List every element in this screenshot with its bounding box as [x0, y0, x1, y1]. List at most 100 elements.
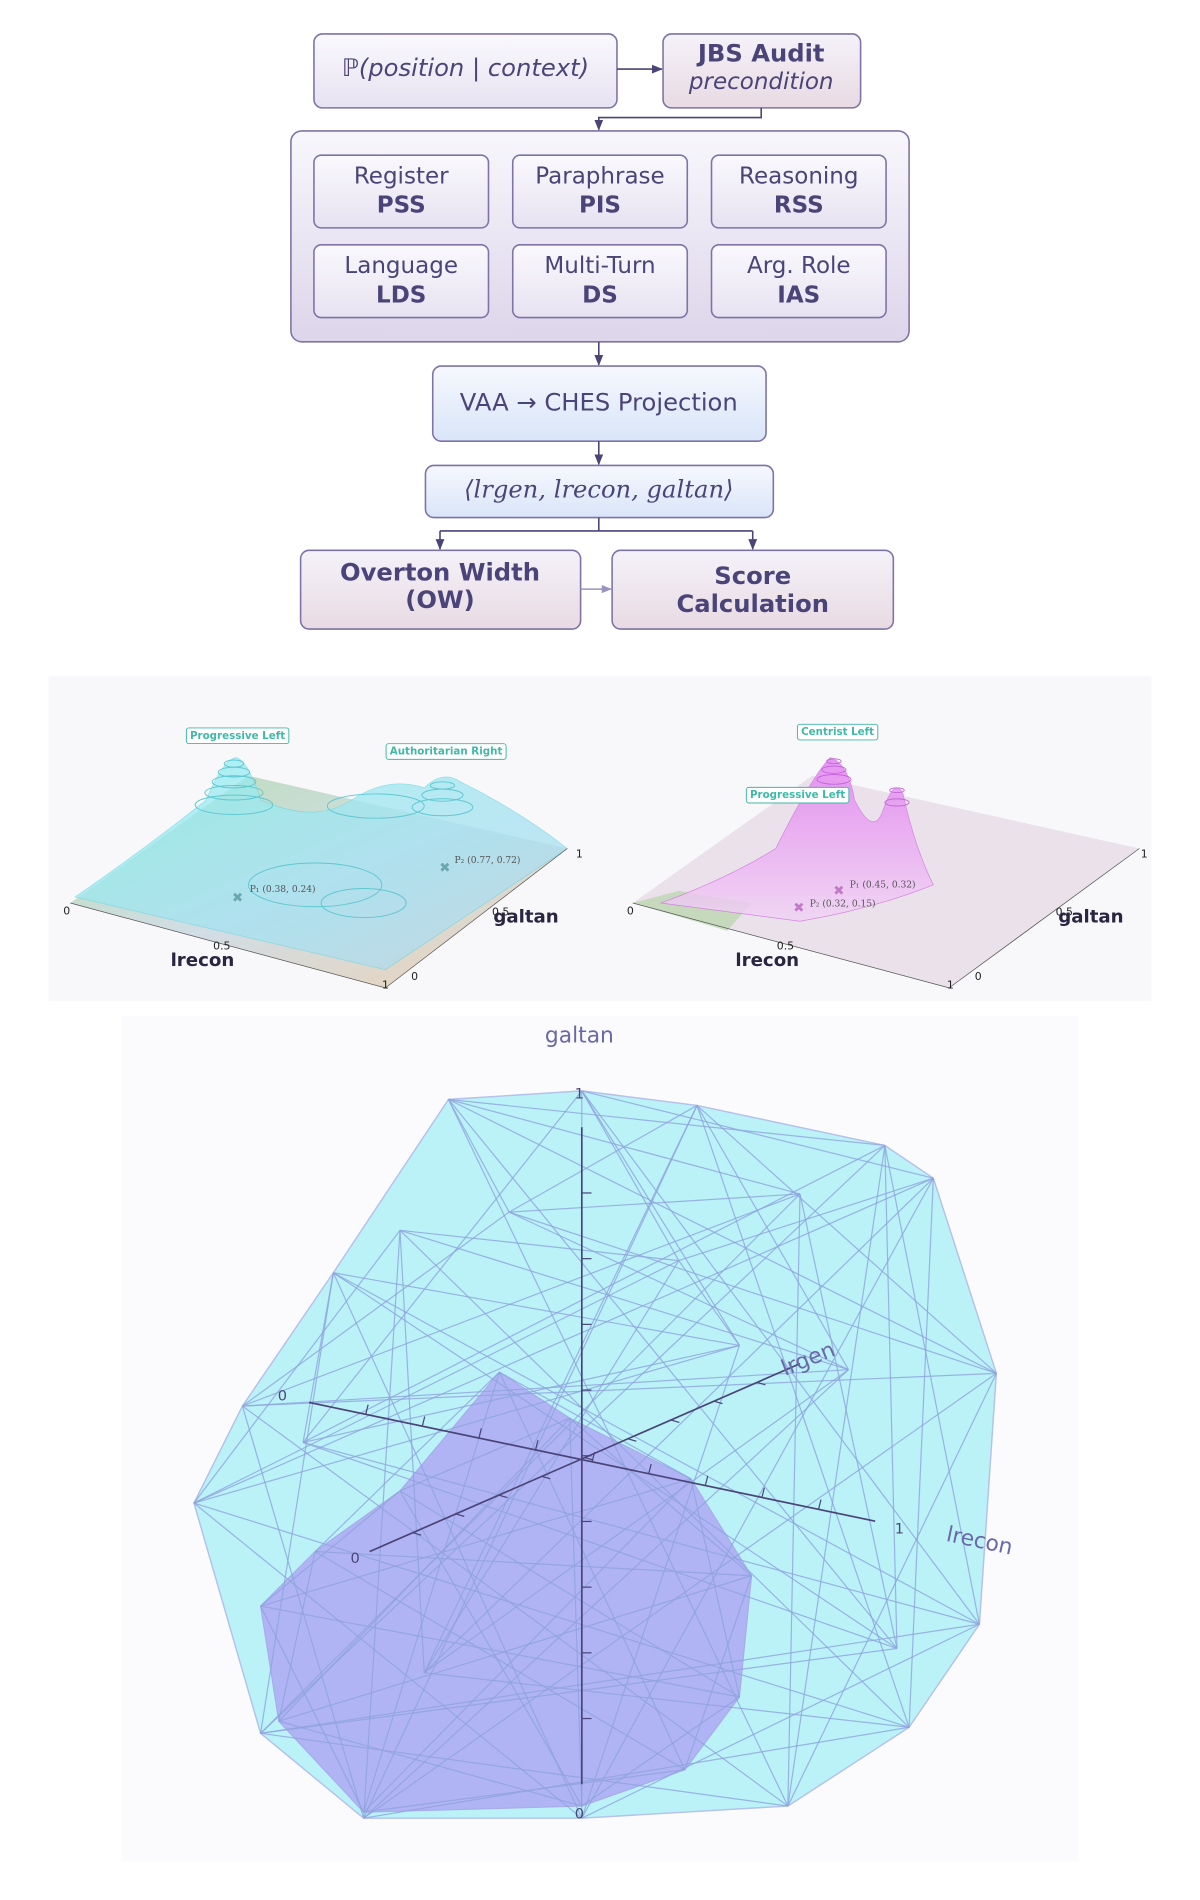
probe-label: Arg. Role — [747, 253, 851, 279]
audit-title: JBS Audit — [696, 39, 825, 68]
probe-code: LDS — [376, 282, 426, 308]
hull-edge — [315, 1550, 752, 1577]
tick-label: 0 — [278, 1388, 287, 1404]
hull-edge — [787, 1145, 886, 1807]
axis-tick — [412, 1532, 422, 1536]
hull-edge — [787, 1373, 997, 1807]
hull-edge — [399, 1230, 425, 1673]
x-axis-label: lrecon — [171, 950, 235, 971]
probe-code: RSS — [774, 193, 824, 219]
overton-text: (OW) — [405, 585, 474, 614]
hull-edge — [363, 1769, 685, 1813]
point-marker: ✖ — [439, 861, 450, 876]
x-tick-label: 0 — [63, 905, 70, 918]
hull-edge — [399, 1490, 740, 1698]
hull-edge — [399, 1229, 910, 1728]
axis-tick — [584, 1456, 594, 1461]
hull-edge — [508, 1211, 997, 1374]
hull-edge — [678, 1177, 934, 1262]
probe-code: PSS — [377, 193, 426, 219]
hull-edge — [260, 1490, 401, 1607]
hull-edge — [508, 1104, 698, 1213]
point-label: P₂ (0.77, 0.72) — [455, 855, 521, 866]
hull-edge — [332, 1272, 583, 1819]
hull-edge — [508, 1211, 849, 1371]
point-label: P₂ (0.32, 0.15) — [810, 899, 876, 910]
peak-label-box — [385, 743, 507, 760]
hull-edge — [332, 1272, 898, 1649]
hull-edge — [423, 1260, 680, 1674]
hull-edge — [581, 1090, 740, 1346]
peak-label-box — [745, 786, 850, 804]
hull-edge — [447, 1099, 789, 1807]
connector — [440, 517, 753, 532]
tick-label: 0 — [351, 1551, 360, 1567]
x-axis-label: lrecon — [735, 950, 799, 971]
axis-tick — [478, 1428, 482, 1439]
hull-edge — [314, 1371, 500, 1552]
hull-edge — [581, 1090, 980, 1625]
hull-edge — [498, 1371, 686, 1770]
hull-edge — [581, 1623, 980, 1819]
point-label: P₁ (0.45, 0.32) — [850, 879, 916, 890]
overton-text: Overton Width — [340, 557, 540, 586]
hull-edge — [193, 1344, 740, 1504]
probe-label: Reasoning — [739, 163, 858, 189]
hull-edge — [399, 1417, 570, 1492]
axis-tick — [534, 1440, 539, 1451]
hull-edge — [787, 1193, 801, 1807]
projection-text: VAA → CHES Projection — [460, 388, 738, 417]
hull-edge — [690, 1478, 740, 1698]
hull-edge — [884, 1145, 898, 1649]
x-tick-label: 0 — [627, 905, 634, 918]
hull-edge — [193, 1177, 934, 1504]
score-box — [611, 549, 895, 630]
hull-edge — [302, 1441, 898, 1650]
axis-tick — [670, 1419, 680, 1424]
hull-edge — [509, 1193, 801, 1213]
peak-label: Authoritarian Right — [390, 746, 503, 758]
hull-edge — [696, 1105, 997, 1374]
tick-label: 1 — [575, 1087, 584, 1103]
point-marker: ✖ — [833, 884, 844, 899]
hull-edge — [242, 1372, 997, 1407]
input-text: ℙ(position | context) — [342, 53, 589, 82]
hull-edge — [363, 1372, 997, 1819]
y-tick-label: 0 — [411, 970, 418, 983]
probe-code: IAS — [777, 282, 820, 308]
hull-edge — [569, 1417, 752, 1577]
hull-edge — [363, 1726, 910, 1819]
hull-edge — [302, 1272, 334, 1443]
hull-edge — [302, 1344, 740, 1444]
point-marker: ✖ — [232, 891, 243, 906]
probe-label: Multi-Turn — [544, 253, 655, 279]
audit-subtitle: precondition — [688, 69, 834, 95]
hull-edge — [399, 1229, 679, 1262]
hull-edge — [678, 1260, 740, 1346]
hull-edge — [423, 1177, 934, 1674]
probe-grid: Register PSS Paraphrase PIS Reasoning RSS Lang… — [313, 154, 887, 319]
hull-edge — [241, 1405, 365, 1819]
y-tick-label: 0 — [975, 970, 982, 983]
point-marker: ✖ — [793, 901, 804, 916]
peak-label-box — [796, 723, 879, 741]
hull-edge — [399, 1229, 849, 1371]
x-tick-label: 0.5 — [777, 940, 794, 953]
hull-edge — [278, 1551, 316, 1722]
hull-edge — [260, 1145, 886, 1734]
x-tick-label: 0.5 — [213, 940, 230, 953]
probe-label: Paraphrase — [535, 163, 664, 189]
tick-label: 0 — [575, 1807, 584, 1823]
axis-tick — [421, 1416, 426, 1427]
y-axis-label: galtan — [1058, 907, 1123, 928]
x-tick-label: 1 — [947, 978, 954, 991]
surface-plot: ✖ ✖ 0 0.5 1 0 0.5 1 lrecon galtan Progressive Le… — [63, 727, 583, 991]
hull-edge — [260, 1478, 692, 1607]
probe-box — [313, 154, 490, 229]
hull-edge — [242, 1211, 510, 1407]
hull-edge — [884, 1145, 980, 1625]
score-text: Calculation — [676, 589, 829, 618]
